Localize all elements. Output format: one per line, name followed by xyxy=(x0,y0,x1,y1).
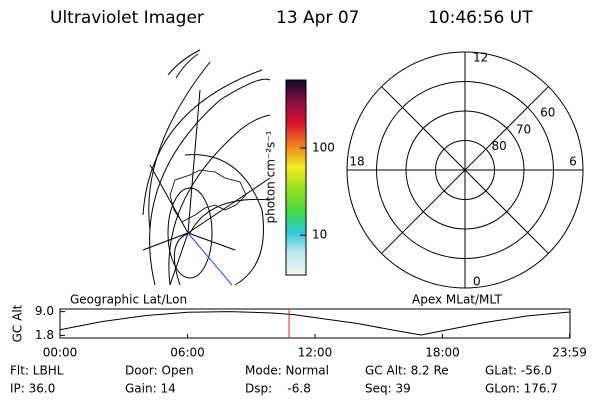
time: 10:46:56 UT xyxy=(428,8,533,28)
lat-label: 70 xyxy=(516,122,531,136)
y-tick-label: 9.0 xyxy=(35,304,54,318)
lat-ring xyxy=(405,110,525,230)
status-field: IP: 36.0 xyxy=(10,382,55,396)
status-field: Flt: LBHL xyxy=(10,364,64,378)
status-field: Gain: 14 xyxy=(125,382,176,396)
status-field: Dsp: -6.8 xyxy=(245,382,311,396)
status-field: GLat: -56.0 xyxy=(485,364,552,378)
colorbar-tick-label: 100 xyxy=(312,140,335,154)
y-tick-label: 1.8 xyxy=(35,328,54,342)
x-tick-label: 00:00 xyxy=(43,346,78,360)
instrument: Ultraviolet Imager xyxy=(50,8,204,28)
mlt-label: 0 xyxy=(473,275,481,289)
status-field: GLon: 176.7 xyxy=(485,382,558,396)
y-axis-title: GC Alt xyxy=(11,304,25,342)
date: 13 Apr 07 xyxy=(276,8,359,28)
status-field: Door: Open xyxy=(125,364,194,378)
colorbar-tick-label: 10 xyxy=(312,228,327,242)
altitude-line xyxy=(59,311,571,336)
plot-frame xyxy=(59,308,571,339)
mlt-label: 6 xyxy=(569,155,577,169)
status-field: Seq: 39 xyxy=(365,382,411,396)
status-field: Mode: Normal xyxy=(245,364,329,378)
colorbar xyxy=(285,79,307,276)
lat-label: 60 xyxy=(540,106,555,120)
x-tick-label: 06:00 xyxy=(170,346,205,360)
lat-ring xyxy=(435,140,495,200)
lat-ring xyxy=(376,81,554,259)
x-tick-label: 12:00 xyxy=(298,346,333,360)
mlt-label: 12 xyxy=(473,51,488,65)
lat-label: 80 xyxy=(492,139,507,153)
geo-map xyxy=(142,49,271,286)
status-field: GC Alt: 8.2 Re xyxy=(365,364,449,378)
map-label: Geographic Lat/Lon xyxy=(70,293,187,307)
polar-spoke xyxy=(381,86,549,254)
x-tick-label: 23:59 xyxy=(552,346,587,360)
mlt-label: 18 xyxy=(349,155,364,169)
colorbar-label: photon cm⁻²s⁻¹ xyxy=(264,130,278,223)
x-tick-label: 18:00 xyxy=(425,346,460,360)
polar-label: Apex MLat/MLT xyxy=(412,293,502,307)
